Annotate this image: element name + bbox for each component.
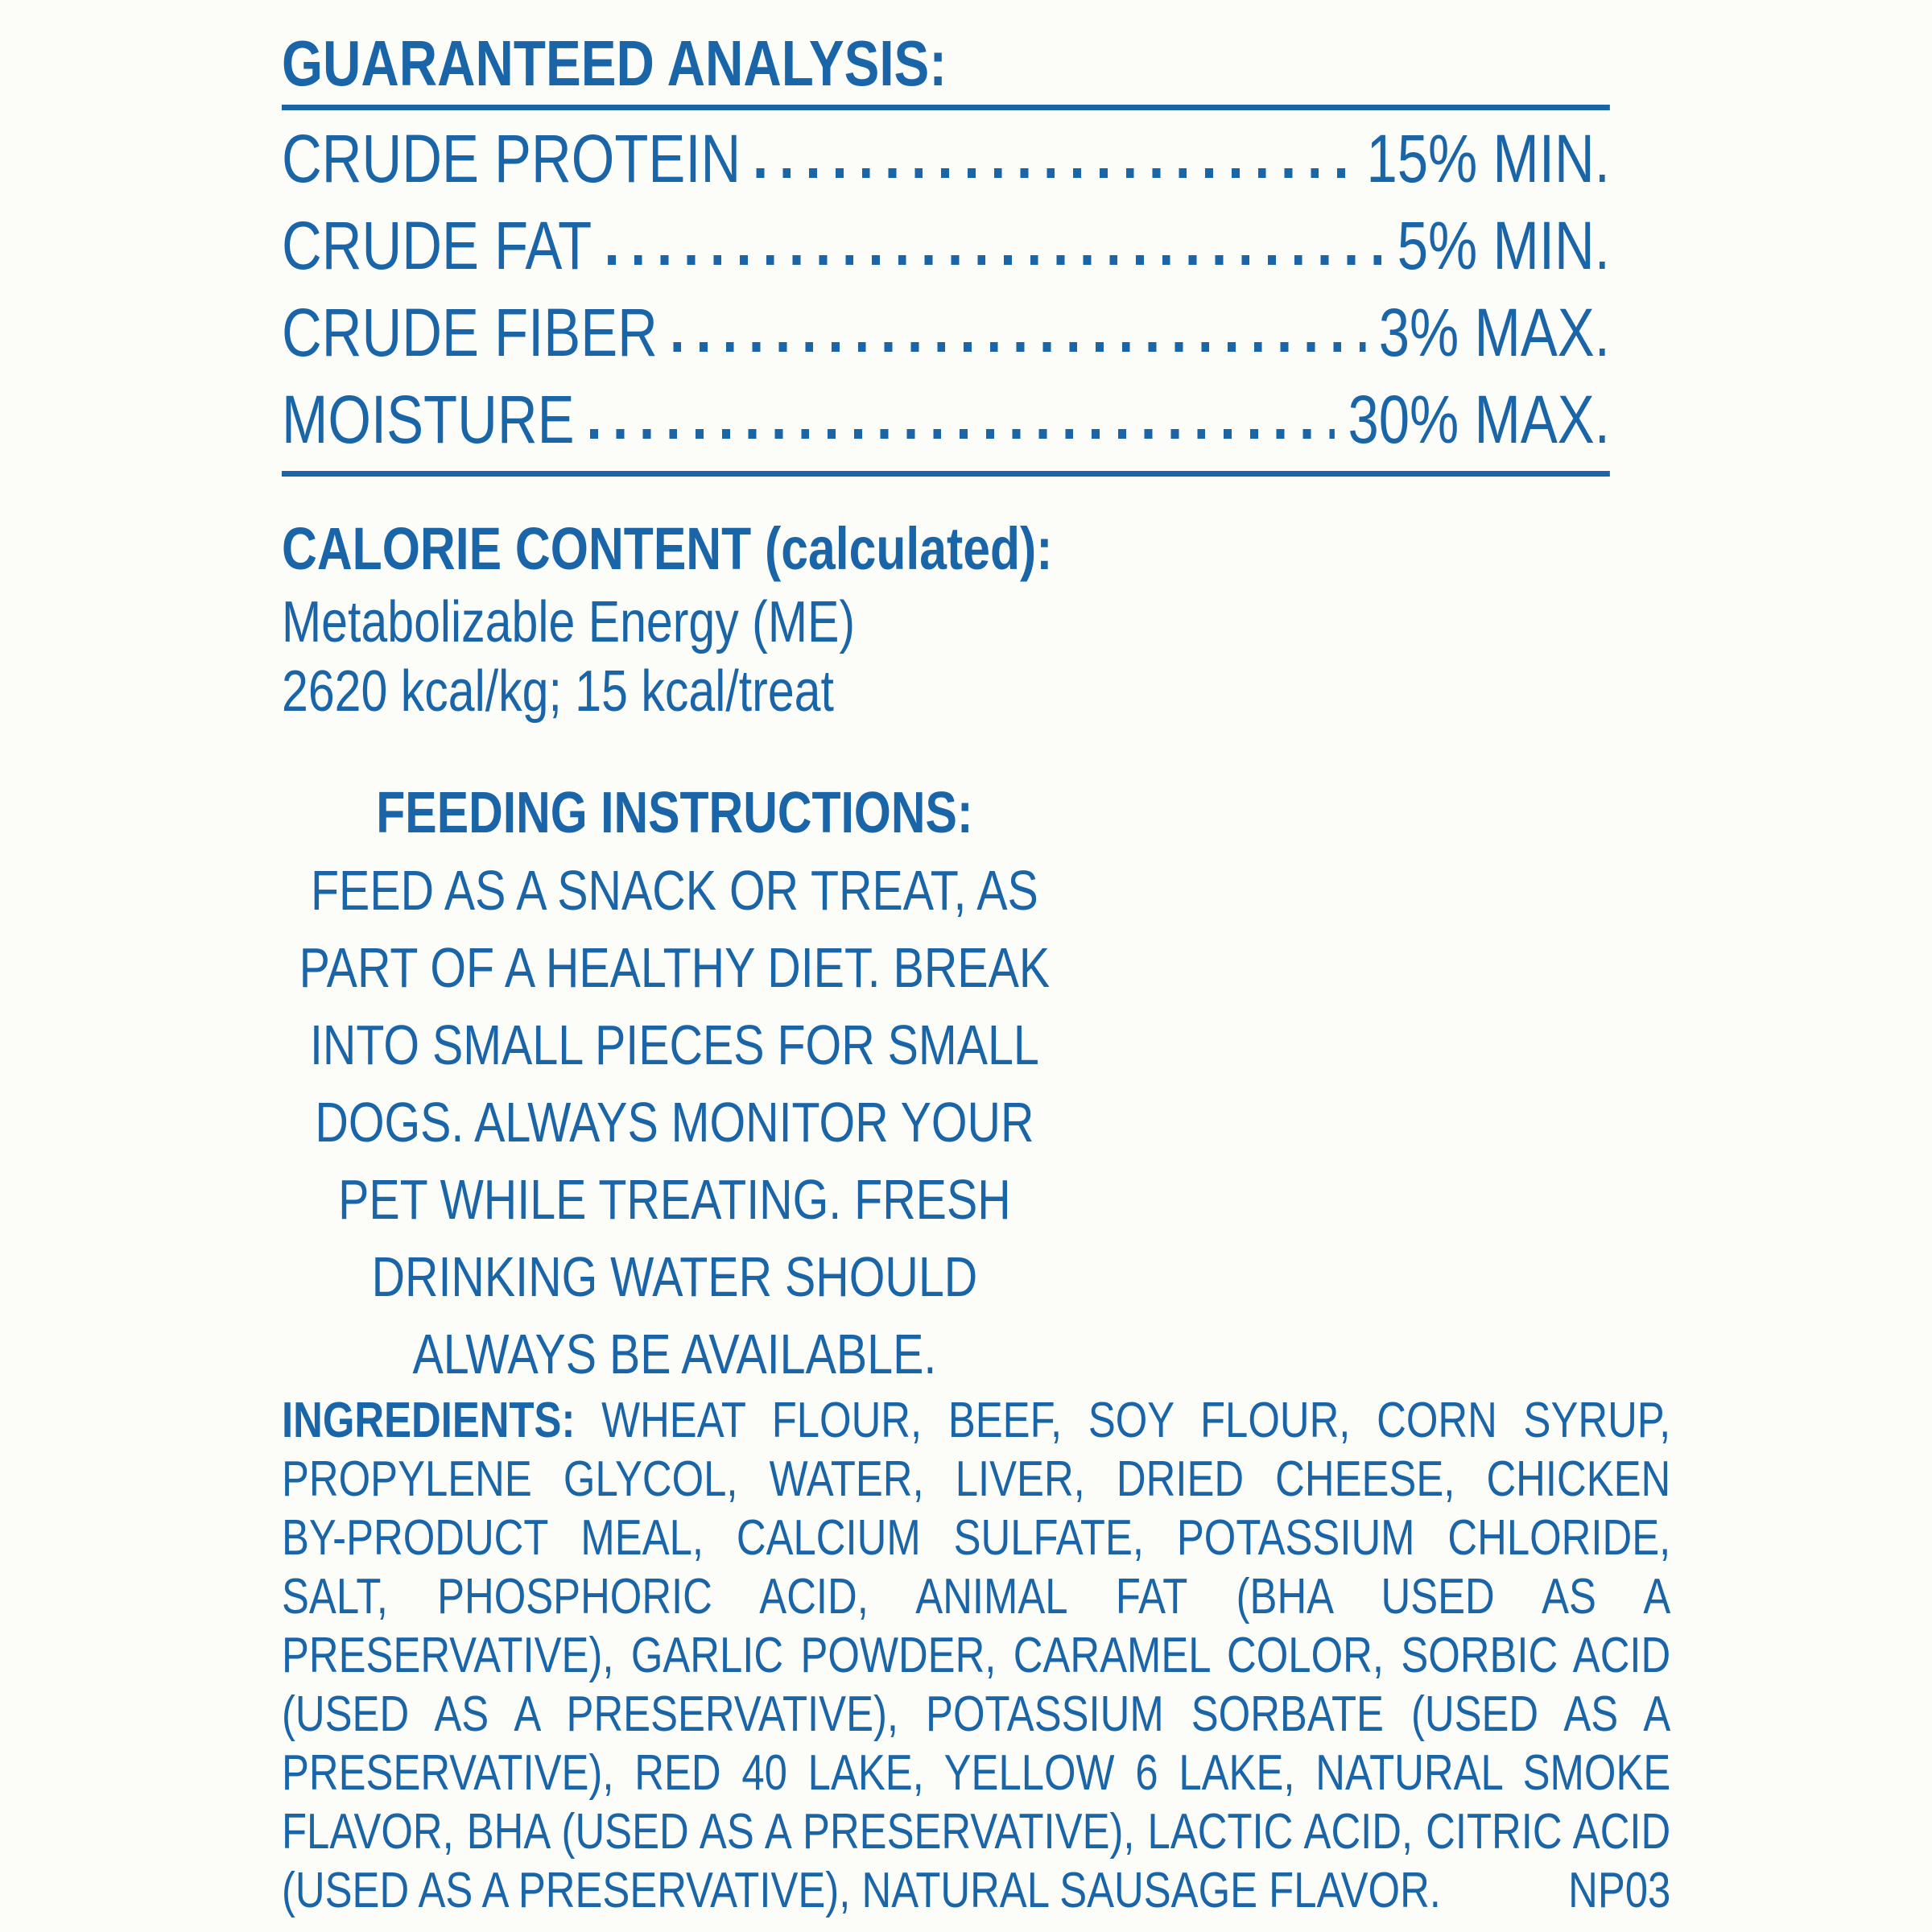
analysis-table: CRUDE PROTEIN 15% MIN. CRUDE FAT 5% MIN.…: [282, 110, 1610, 469]
ingredients-section: INGREDIENTS: WHEAT FLOUR, BEEF, SOY FLOU…: [282, 1391, 1670, 1920]
feeding-instructions-line: INTO SMALL PIECES FOR SMALL: [309, 1013, 1039, 1076]
nutrient-value: 5% MIN.: [1397, 208, 1610, 283]
kcal-values-line: 2620 kcal/kg; 15 kcal/treat: [282, 659, 834, 724]
feeding-instructions-line: PET WHILE TREATING. FRESH: [338, 1168, 1011, 1231]
ingredients-last-line: (USED AS A PRESERVATIVE), NATURAL SAUSAG…: [282, 1861, 1670, 1920]
guaranteed-analysis-section: GUARANTEED ANALYSIS: CRUDE PROTEIN 15% M…: [282, 27, 1610, 477]
feeding-instructions-line: PART OF A HEALTHY DIET. BREAK: [299, 936, 1051, 999]
ingredients-line: (USED AS A PRESERVATIVE), POTASSIUM SORB…: [282, 1686, 1671, 1742]
ingredients-line: PRESERVATIVE), GARLIC POWDER, CARAMEL CO…: [282, 1628, 1671, 1683]
ingredients-line: INGREDIENTS: WHEAT FLOUR, BEEF, SOY FLOU…: [282, 1391, 1670, 1450]
calorie-content-section: CALORIE CONTENT (calculated): Metaboliza…: [282, 515, 1650, 726]
analysis-row: CRUDE PROTEIN 15% MIN.: [282, 115, 1610, 202]
ingredients-line-text: (USED AS A PRESERVATIVE), NATURAL SAUSAG…: [282, 1863, 1441, 1918]
nutrient-value: 3% MAX.: [1378, 295, 1610, 370]
product-code: NP03: [1568, 1863, 1671, 1918]
nutrient-name: MOISTURE: [282, 382, 575, 457]
dot-leader: [673, 342, 1366, 352]
nutrient-name: CRUDE FAT: [282, 208, 592, 283]
feeding-instructions-line: DRINKING WATER SHOULD: [371, 1245, 978, 1308]
feeding-instructions-section: FEEDING INSTRUCTIONS: FEED AS A SNACK OR…: [282, 774, 1067, 1393]
feeding-instructions-title: FEEDING INSTRUCTIONS:: [376, 781, 973, 845]
feeding-instructions-line: ALWAYS BE AVAILABLE.: [412, 1323, 937, 1385]
metabolizable-energy-line: Metabolizable Energy (ME): [282, 590, 856, 654]
divider-line-bottom: [282, 471, 1610, 477]
dot-leader: [756, 168, 1354, 178]
calorie-content-title: CALORIE CONTENT (calculated):: [282, 515, 1053, 582]
ingredients-line-text: WHEAT FLOUR, BEEF, SOY FLOUR, CORN SYRUP…: [601, 1393, 1671, 1448]
ingredients-heading: INGREDIENTS:: [282, 1393, 576, 1448]
ingredients-line: FLAVOR, BHA (USED AS A PRESERVATIVE), LA…: [282, 1804, 1671, 1860]
ingredients-line: PROPYLENE GLYCOL, WATER, LIVER, DRIED CH…: [282, 1451, 1671, 1507]
divider-line-top: [282, 105, 1610, 110]
nutrient-value: 15% MIN.: [1366, 121, 1610, 196]
analysis-row: CRUDE FIBER 3% MAX.: [282, 289, 1610, 376]
dot-leader: [590, 429, 1335, 439]
ingredients-line: BY-PRODUCT MEAL, CALCIUM SULFATE, POTASS…: [282, 1510, 1671, 1566]
nutrient-name: CRUDE PROTEIN: [282, 121, 741, 196]
analysis-row: MOISTURE 30% MAX.: [282, 376, 1610, 463]
feeding-instructions-line: FEED AS A SNACK OR TREAT, AS: [310, 859, 1038, 922]
dot-leader: [607, 255, 1385, 265]
nutrient-value: 30% MAX.: [1348, 382, 1610, 457]
ingredients-line: SALT, PHOSPHORIC ACID, ANIMAL FAT (BHA U…: [282, 1569, 1671, 1624]
nutrient-name: CRUDE FIBER: [282, 295, 658, 370]
guaranteed-analysis-title: GUARANTEED ANALYSIS:: [282, 27, 947, 99]
feeding-instructions-line: DOGS. ALWAYS MONITOR YOUR: [315, 1091, 1034, 1154]
ingredients-line: PRESERVATIVE), RED 40 LAKE, YELLOW 6 LAK…: [282, 1745, 1671, 1801]
analysis-row: CRUDE FAT 5% MIN.: [282, 202, 1610, 289]
